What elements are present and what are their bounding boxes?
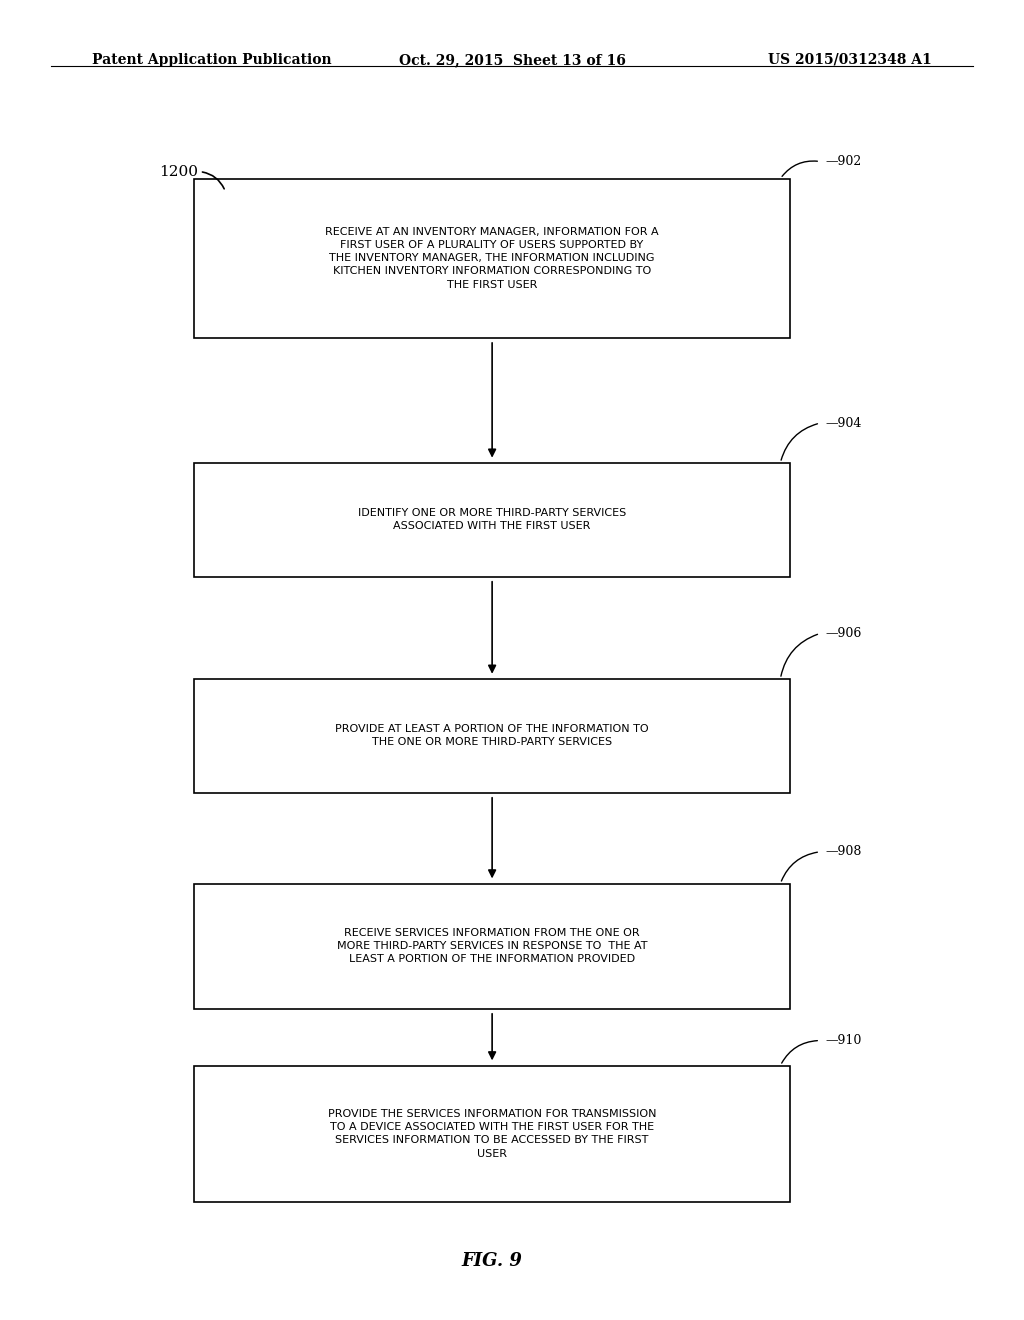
Text: —906: —906: [825, 627, 861, 640]
Text: Oct. 29, 2015  Sheet 13 of 16: Oct. 29, 2015 Sheet 13 of 16: [398, 53, 626, 67]
Text: IDENTIFY ONE OR MORE THIRD-PARTY SERVICES
ASSOCIATED WITH THE FIRST USER: IDENTIFY ONE OR MORE THIRD-PARTY SERVICE…: [358, 508, 627, 532]
Text: 1200: 1200: [159, 165, 198, 180]
Text: PROVIDE AT LEAST A PORTION OF THE INFORMATION TO
THE ONE OR MORE THIRD-PARTY SER: PROVIDE AT LEAST A PORTION OF THE INFORM…: [335, 725, 649, 747]
FancyBboxPatch shape: [194, 463, 791, 577]
Text: RECEIVE AT AN INVENTORY MANAGER, INFORMATION FOR A
FIRST USER OF A PLURALITY OF : RECEIVE AT AN INVENTORY MANAGER, INFORMA…: [326, 227, 658, 289]
FancyBboxPatch shape: [194, 883, 791, 1008]
Text: —902: —902: [825, 154, 861, 168]
Text: US 2015/0312348 A1: US 2015/0312348 A1: [768, 53, 932, 67]
Text: FIG. 9: FIG. 9: [462, 1253, 522, 1270]
Text: Patent Application Publication: Patent Application Publication: [92, 53, 332, 67]
Text: PROVIDE THE SERVICES INFORMATION FOR TRANSMISSION
TO A DEVICE ASSOCIATED WITH TH: PROVIDE THE SERVICES INFORMATION FOR TRA…: [328, 1109, 656, 1159]
Text: —910: —910: [825, 1034, 861, 1047]
FancyBboxPatch shape: [194, 678, 791, 792]
Text: —904: —904: [825, 417, 861, 429]
Text: —908: —908: [825, 845, 861, 858]
FancyBboxPatch shape: [194, 1065, 791, 1203]
FancyBboxPatch shape: [194, 178, 791, 338]
Text: RECEIVE SERVICES INFORMATION FROM THE ONE OR
MORE THIRD-PARTY SERVICES IN RESPON: RECEIVE SERVICES INFORMATION FROM THE ON…: [337, 928, 647, 965]
